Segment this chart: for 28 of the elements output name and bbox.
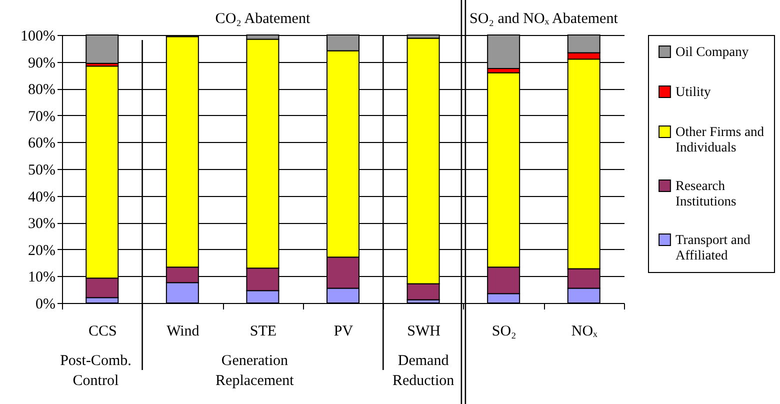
text: SO₂ and NOₓ Abatement bbox=[470, 11, 619, 27]
legend-label: Research Institutions bbox=[676, 178, 736, 208]
legend-label: Transport and Affiliated bbox=[676, 232, 751, 262]
x-tick-label: NOₓ bbox=[571, 324, 598, 340]
x-tick-label: PV bbox=[334, 324, 354, 340]
legend-label: Oil Company bbox=[676, 44, 749, 59]
y-tick-label: 50% bbox=[28, 162, 56, 178]
x-tick-label: CCS bbox=[88, 324, 117, 340]
y-tick-label: 40% bbox=[28, 189, 56, 206]
legend-label: Utility bbox=[676, 84, 712, 99]
text: Generation Replacement bbox=[216, 353, 295, 389]
y-tick-label: 20% bbox=[28, 242, 56, 259]
y-tick-label: 60% bbox=[28, 136, 56, 152]
x-tick-label: SWH bbox=[407, 324, 441, 340]
legend-label: Other Firms and Individuals bbox=[676, 124, 764, 154]
y-tick-label: 80% bbox=[28, 82, 56, 98]
x-tick-label: SO₂ bbox=[492, 324, 516, 340]
y-tick-label: 90% bbox=[28, 55, 56, 72]
text: Demand Reduction bbox=[392, 353, 455, 389]
y-tick-label: 10% bbox=[28, 270, 56, 286]
y-tick-label: 30% bbox=[28, 216, 56, 232]
y-tick-label: 100% bbox=[20, 28, 56, 44]
x-tick-label: Wind bbox=[166, 324, 200, 340]
text: CO₂ Abatement bbox=[215, 11, 311, 27]
y-tick-label: 0% bbox=[36, 296, 56, 312]
y-tick-label: 70% bbox=[28, 108, 56, 125]
x-tick-label: STE bbox=[250, 324, 277, 340]
text: Post-Comb. Control bbox=[60, 353, 132, 389]
